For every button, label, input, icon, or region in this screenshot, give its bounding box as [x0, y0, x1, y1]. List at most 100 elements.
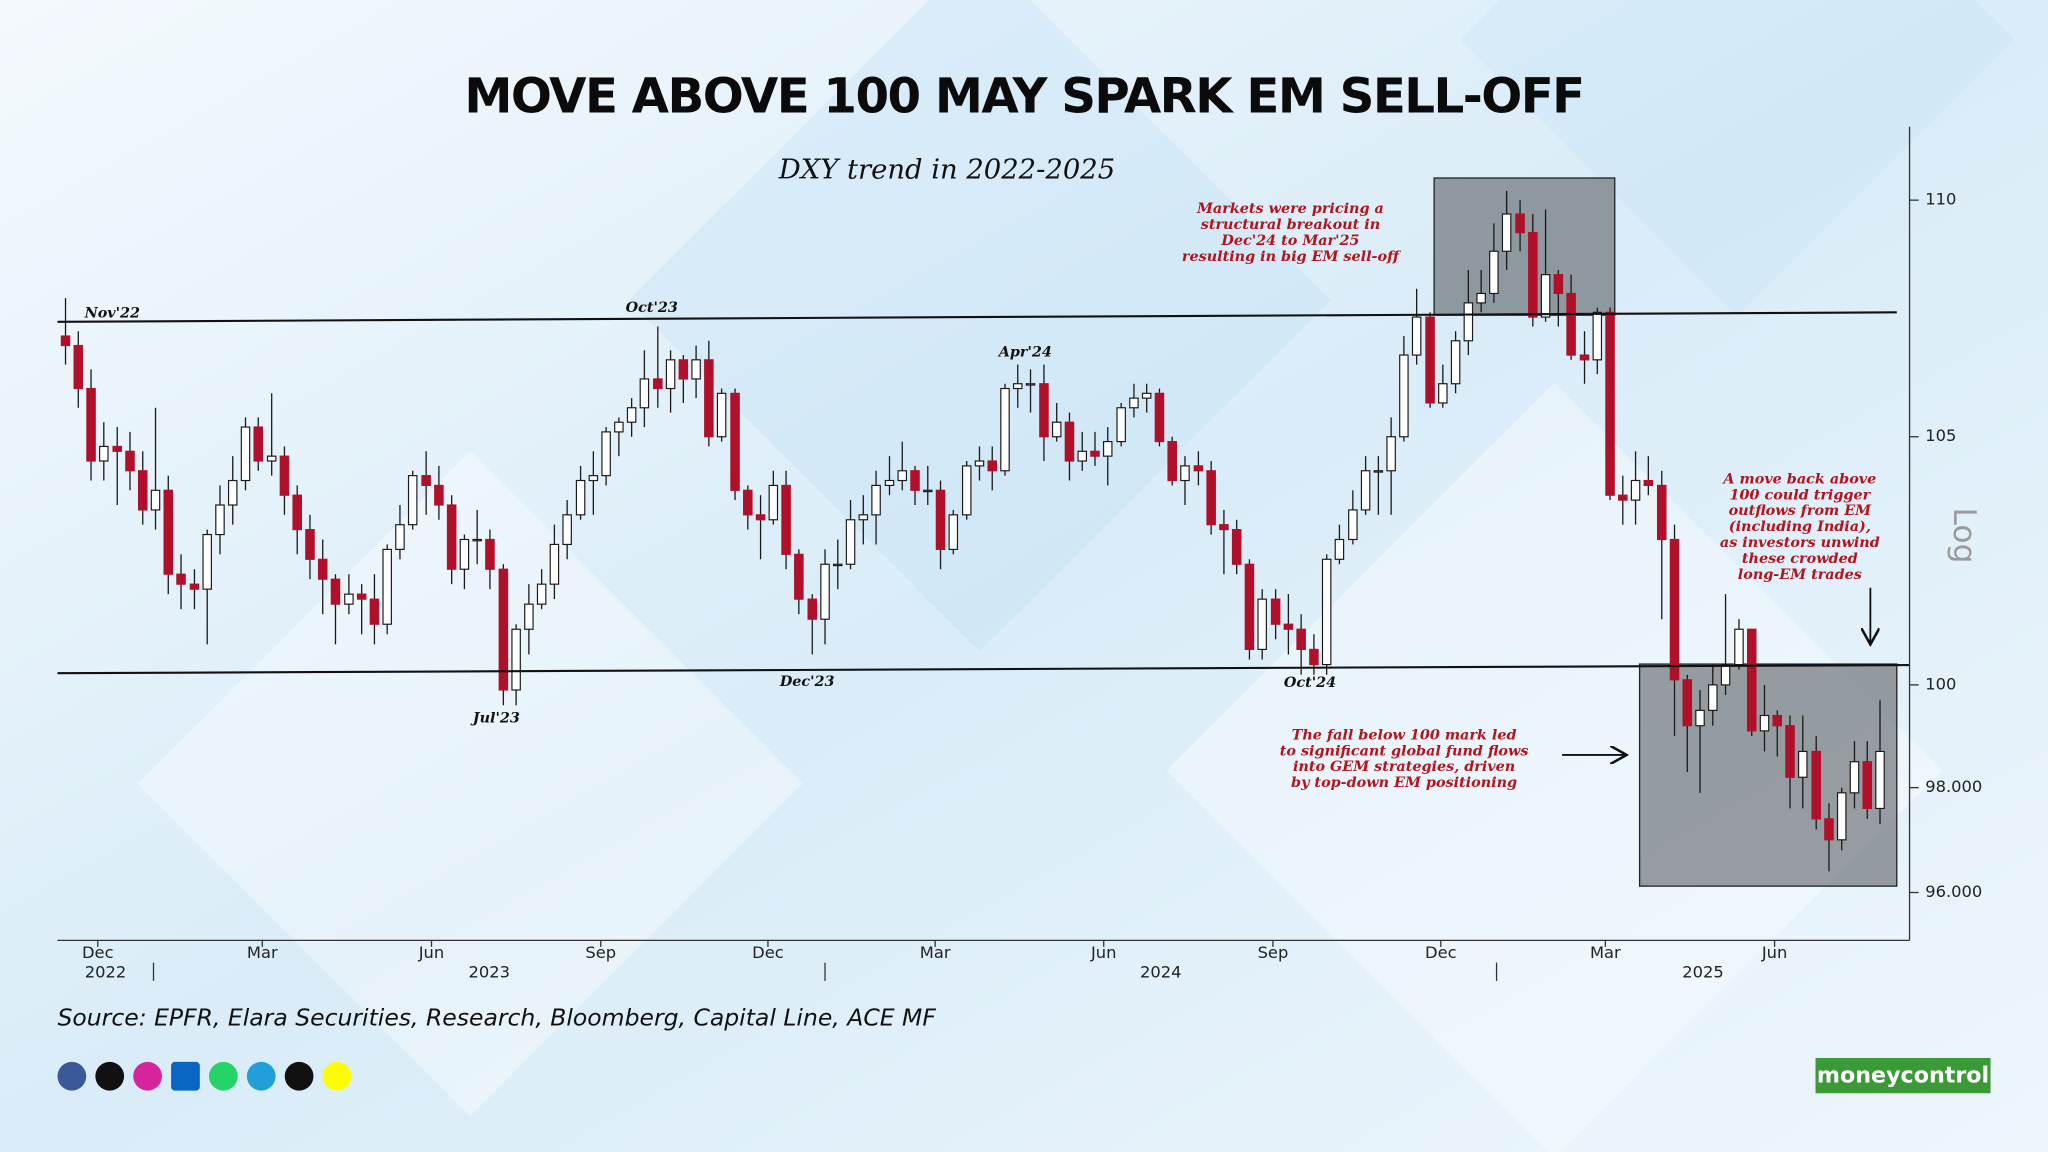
candle-body [1025, 383, 1036, 386]
candle-body [1373, 470, 1384, 473]
x-tick-label: Dec [82, 943, 114, 962]
candle-body [833, 563, 843, 567]
candle-body [1270, 598, 1281, 625]
candle-body [176, 573, 186, 585]
candle-body [987, 460, 998, 472]
annotation-line: A move back above [1721, 471, 1876, 487]
candle-body [1000, 387, 1010, 472]
candle-body [1012, 383, 1023, 390]
candle-body [1618, 494, 1628, 501]
candle-body [549, 543, 560, 585]
point-label: Apr'24 [997, 345, 1052, 361]
candle-body [730, 392, 740, 491]
candle-body [820, 563, 830, 620]
instagram-icon[interactable] [133, 1061, 162, 1091]
candle-body [524, 603, 534, 630]
candle-body [884, 479, 895, 486]
x-icon[interactable] [95, 1061, 125, 1091]
candle-body [1824, 818, 1834, 841]
candle-body [1411, 316, 1422, 356]
candle-body [1656, 484, 1667, 541]
candle-body [356, 593, 367, 600]
candle-body [202, 533, 212, 590]
y-tick-label: 96.000 [1925, 882, 1982, 901]
whatsapp-icon[interactable] [208, 1061, 238, 1091]
candle-body [1051, 421, 1062, 438]
reference-line [57, 311, 1897, 323]
logo-box[interactable] [1815, 1057, 1991, 1094]
candle-body [1836, 792, 1847, 841]
candle-body [1515, 213, 1525, 234]
candle-body [240, 426, 251, 482]
facebook-icon[interactable] [57, 1061, 87, 1091]
chart-title: MOVE ABOVE 100 MAY SPARK EM SELL-OFF [464, 68, 1583, 124]
candle-body [691, 359, 701, 380]
annotation-line: 100 could trigger [1730, 487, 1872, 503]
year-label: 2023 [469, 963, 511, 982]
candle-body [781, 484, 791, 555]
y-tick-label: 110 [1925, 190, 1956, 209]
candle-body [1386, 436, 1396, 472]
candle-body [1077, 450, 1087, 462]
candle-body [614, 421, 624, 433]
candle-body [395, 524, 405, 550]
candle-body [1605, 311, 1615, 496]
linkedin-icon[interactable] [171, 1061, 200, 1091]
x-tick-label: Sep [1258, 943, 1289, 962]
candle-body [1129, 397, 1139, 409]
candle-body [935, 489, 946, 550]
candle-body [639, 378, 650, 409]
candle-body [330, 578, 341, 605]
candle-body [1476, 292, 1486, 304]
annotation-line: into GEM strategies, driven [1293, 759, 1515, 775]
annotation-line: resulting in big EM sell-off [1182, 249, 1401, 265]
source-note: Source: EPFR, Elara Securities, Research… [57, 1003, 936, 1031]
year-label: 2022 [85, 963, 127, 982]
x-tick-label: Mar [920, 943, 951, 962]
candle-body [1283, 623, 1294, 630]
candle-body [1231, 529, 1242, 565]
annotation-line: outflows from EM [1729, 503, 1873, 519]
candle-body [1579, 354, 1590, 361]
x-tick-label: Jun [1761, 943, 1788, 962]
candle-body [1708, 684, 1718, 711]
candle-body [1875, 750, 1885, 810]
candle-body [961, 465, 972, 516]
candle-body [1102, 440, 1113, 457]
snapchat-icon[interactable] [322, 1061, 352, 1091]
point-label: Oct'24 [1284, 675, 1336, 691]
candle-body [1759, 714, 1770, 732]
candle-body [923, 489, 933, 493]
candle-body [1489, 250, 1499, 295]
candle-body [1425, 316, 1435, 404]
annotation-line: to significant global fund flows [1280, 743, 1529, 759]
candle-body [215, 504, 225, 536]
candle-body [1348, 509, 1358, 541]
candle-body [974, 460, 985, 467]
candle-body [511, 628, 521, 691]
logo-text[interactable]: moneycontrol [1817, 1063, 1989, 1089]
candle-body [1141, 392, 1152, 399]
candle-body [369, 598, 380, 625]
candle-body [485, 538, 495, 570]
candle-body [1682, 679, 1693, 727]
candle-body [99, 445, 109, 462]
candle-body [60, 335, 71, 347]
candle-body [1849, 761, 1860, 794]
highlight-box [1638, 663, 1898, 887]
threads-icon[interactable] [284, 1061, 314, 1091]
telegram-icon[interactable] [246, 1061, 276, 1091]
candle-body [163, 489, 174, 575]
decor-diamond [1166, 382, 1943, 1152]
candle-body [1734, 628, 1744, 666]
candle-body [1463, 302, 1474, 342]
highlight-box [1433, 177, 1616, 316]
annotation-line: Dec'24 to Mar'25 [1220, 233, 1359, 249]
reference-line [57, 664, 1910, 675]
year-label: 2024 [1140, 963, 1182, 982]
candle-body [1090, 450, 1100, 457]
candle-body [1630, 479, 1641, 501]
candle-body [1643, 479, 1654, 486]
